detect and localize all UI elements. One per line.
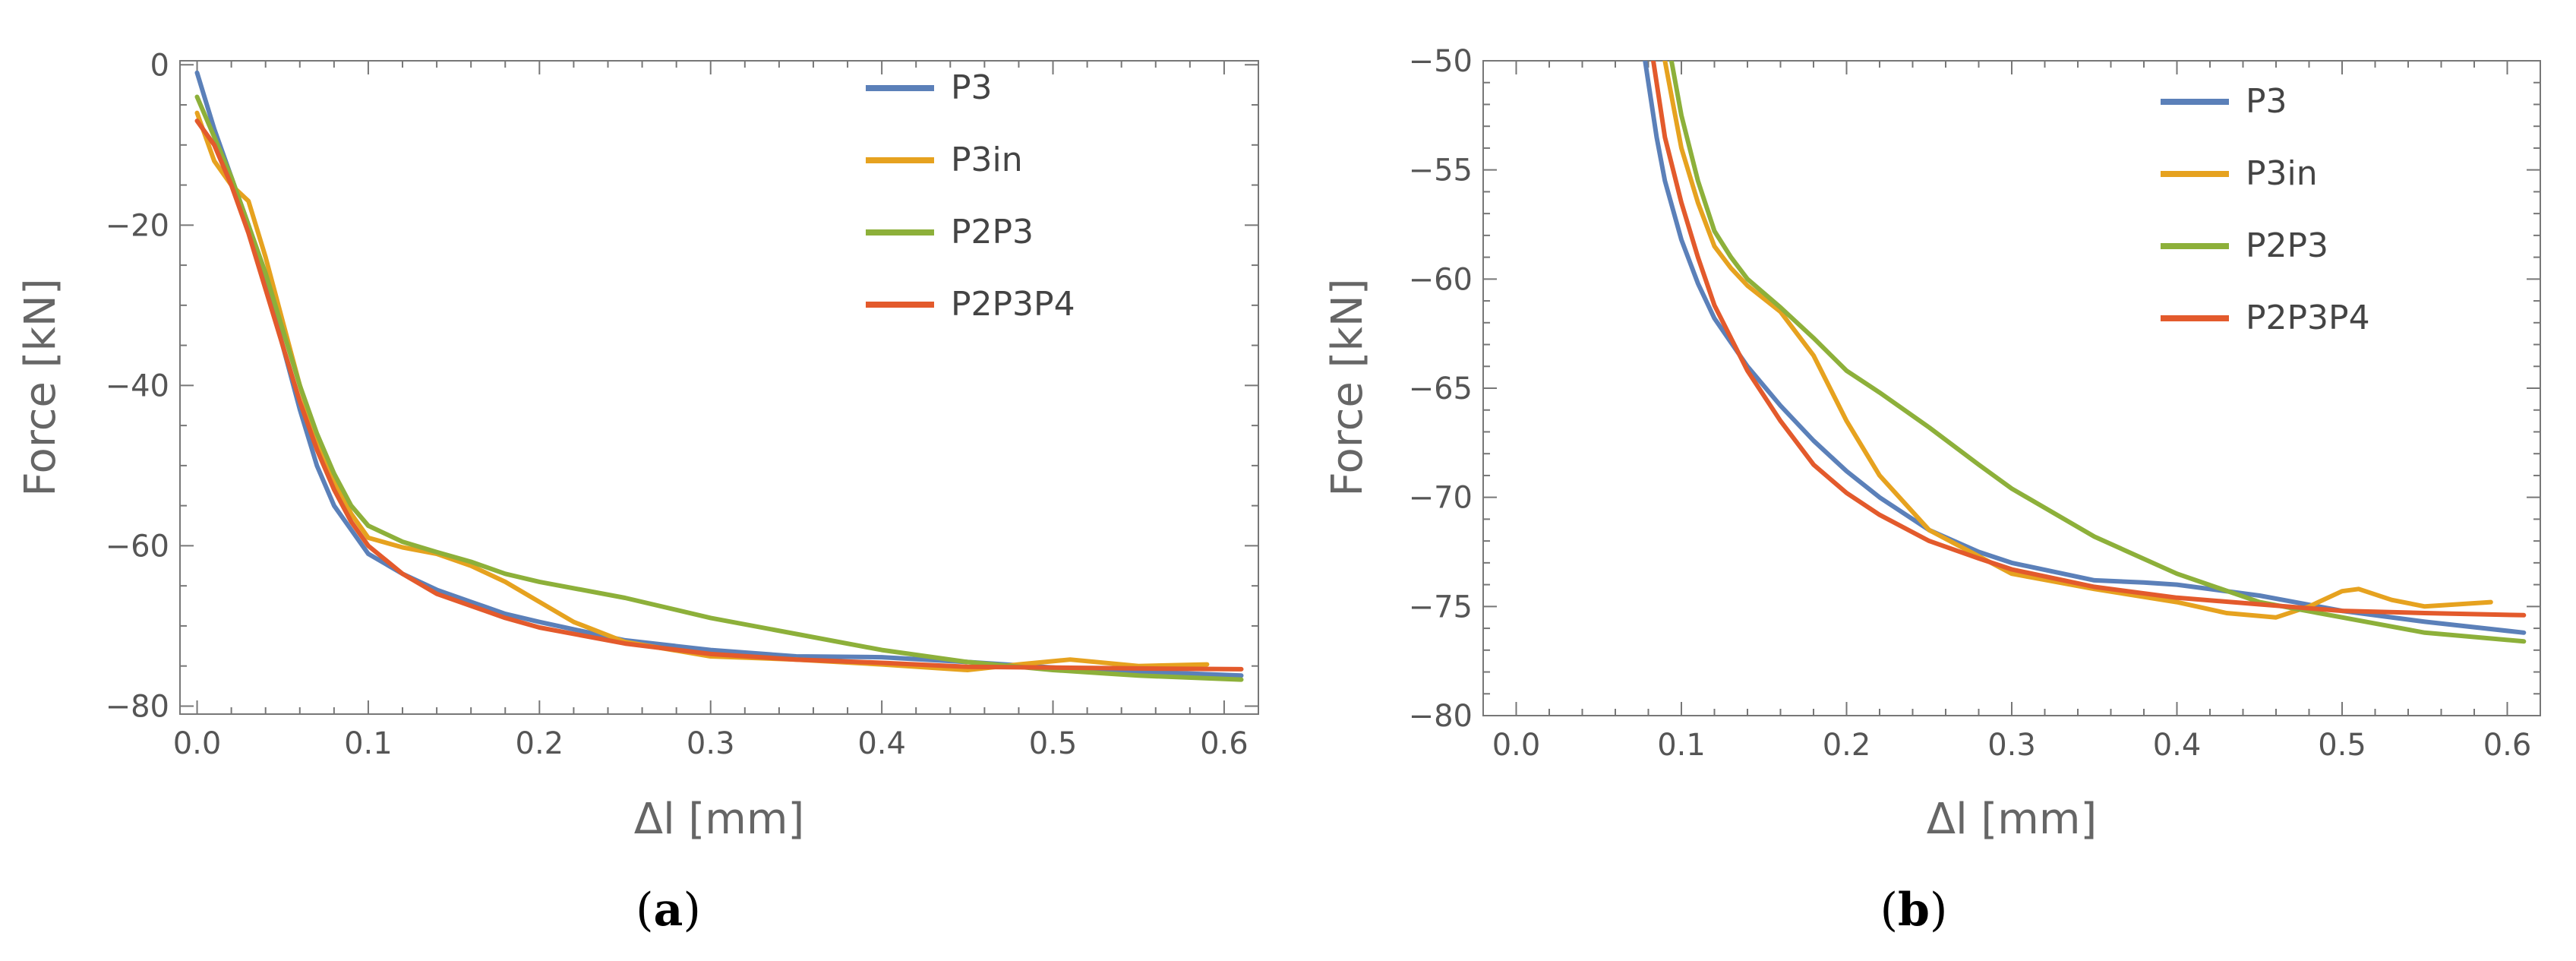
y-tick-label: −55 xyxy=(1409,153,1473,188)
y-tick-label: 0 xyxy=(150,48,169,83)
y-tick-label: −65 xyxy=(1409,371,1473,406)
x-tick-label: 0.0 xyxy=(1492,728,1541,763)
caption-letter: a xyxy=(654,884,683,937)
y-tick-label: −80 xyxy=(106,689,169,724)
x-tick-label: 0.2 xyxy=(1823,728,1871,763)
panel-caption: (a) xyxy=(636,884,701,937)
x-tick-label: 0.5 xyxy=(2318,728,2366,763)
series-line-p3in xyxy=(1662,61,2493,620)
legend-label-p3in: P3in xyxy=(951,141,1023,179)
x-axis-label: Δl [mm] xyxy=(634,795,804,844)
x-tick-label: 0.3 xyxy=(1987,728,2036,763)
y-tick-label: −60 xyxy=(106,529,169,564)
series-group xyxy=(1643,61,2527,644)
series-line-p2p3 xyxy=(1668,61,2527,644)
x-tick-label: 0.0 xyxy=(173,726,222,761)
y-tick-label: −20 xyxy=(106,208,169,243)
x-tick-label: 0.1 xyxy=(344,726,393,761)
legend-label-p2p3p4: P2P3P4 xyxy=(951,285,1075,324)
x-tick-label: 0.2 xyxy=(516,726,564,761)
legend-label-p2p3: P2P3 xyxy=(951,213,1034,251)
y-tick-label: −70 xyxy=(1409,481,1473,516)
series-group xyxy=(194,70,1244,682)
x-tick-label: 0.4 xyxy=(857,726,906,761)
legend-label-p2p3p4: P2P3P4 xyxy=(2246,299,2370,337)
chart-panel-a: 0.0 0.1 0.2 0.3 0.4 0.5 0.6 0 −20 −40 −60 −80 P3 P3in… xyxy=(16,48,1259,937)
y-tick-label: −60 xyxy=(1409,262,1473,297)
x-tick-label: 0.3 xyxy=(687,726,735,761)
legend-label-p3: P3 xyxy=(951,68,993,107)
x-tick-label: 0.1 xyxy=(1657,728,1706,763)
series-line-p2p3 xyxy=(194,94,1244,682)
x-tick-label: 0.4 xyxy=(2153,728,2202,763)
legend-label-p3: P3 xyxy=(2246,82,2287,121)
x-tick-label: 0.6 xyxy=(1200,726,1249,761)
legend-label-p2p3: P2P3 xyxy=(2246,226,2328,265)
y-axis-label: Force [kN] xyxy=(1323,278,1372,496)
x-tick-label: 0.5 xyxy=(1029,726,1078,761)
series-line-p3in xyxy=(194,110,1210,672)
series-line-p2p3p4 xyxy=(1651,61,2527,618)
y-tick-label: −40 xyxy=(106,368,169,403)
y-tick-label: −80 xyxy=(1409,699,1473,734)
plot-frame xyxy=(179,60,1259,715)
y-tick-label: −75 xyxy=(1409,590,1473,624)
caption-letter: b xyxy=(1898,884,1930,937)
series-line-p3 xyxy=(1643,61,2527,635)
series-line-p2p3p4 xyxy=(194,119,1244,672)
panel-caption: (b) xyxy=(1880,884,1948,937)
y-axis-label: Force [kN] xyxy=(16,278,65,496)
legend-label-p3in: P3in xyxy=(2246,154,2318,193)
chart-panel-b: 0.0 0.1 0.2 0.3 0.4 0.5 0.6 −50 −55 −60 −65 −70 −75 −… xyxy=(1323,44,2541,937)
x-axis-label: Δl [mm] xyxy=(1927,795,2097,844)
x-tick-label: 0.6 xyxy=(2483,728,2532,763)
y-tick-label: −50 xyxy=(1409,44,1473,79)
series-line-p3 xyxy=(194,70,1244,678)
